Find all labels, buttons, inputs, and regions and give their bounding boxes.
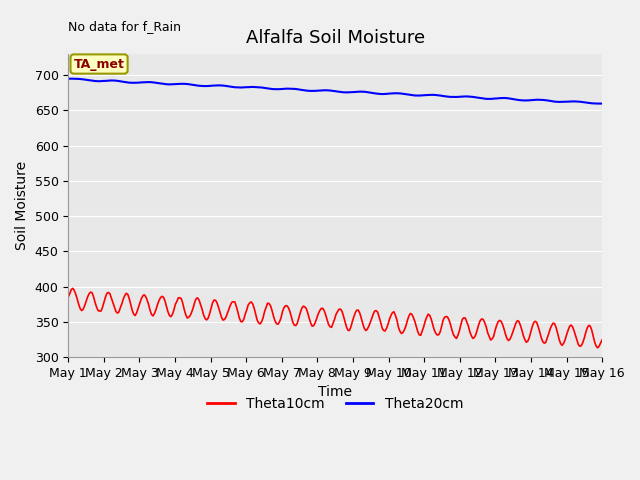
Line: Theta20cm: Theta20cm <box>68 79 602 104</box>
Title: Alfalfa Soil Moisture: Alfalfa Soil Moisture <box>246 29 425 47</box>
Theta20cm <box>570 98 578 104</box>
Y-axis label: Soil Moisture: Soil Moisture <box>15 161 29 250</box>
Theta10cm <box>65 294 72 300</box>
Theta20cm <box>65 76 72 82</box>
Text: TA_met: TA_met <box>74 58 125 71</box>
Theta20cm <box>131 80 139 85</box>
Theta10cm <box>570 327 578 333</box>
Theta10cm <box>594 345 602 351</box>
X-axis label: Time: Time <box>318 385 352 399</box>
Theta20cm <box>597 101 605 107</box>
Line: Theta10cm: Theta10cm <box>68 288 602 348</box>
Theta10cm <box>300 303 307 309</box>
Theta20cm <box>300 87 307 93</box>
Legend: Theta10cm, Theta20cm: Theta10cm, Theta20cm <box>202 392 468 417</box>
Theta10cm <box>69 286 77 291</box>
Theta20cm <box>66 76 74 82</box>
Theta20cm <box>225 84 233 89</box>
Theta20cm <box>252 84 259 90</box>
Theta10cm <box>598 337 606 343</box>
Text: No data for f_Rain: No data for f_Rain <box>68 20 181 33</box>
Theta10cm <box>243 307 251 313</box>
Theta10cm <box>131 312 139 318</box>
Theta20cm <box>598 101 606 107</box>
Theta10cm <box>252 312 259 317</box>
Theta20cm <box>243 84 251 90</box>
Theta10cm <box>225 306 233 312</box>
